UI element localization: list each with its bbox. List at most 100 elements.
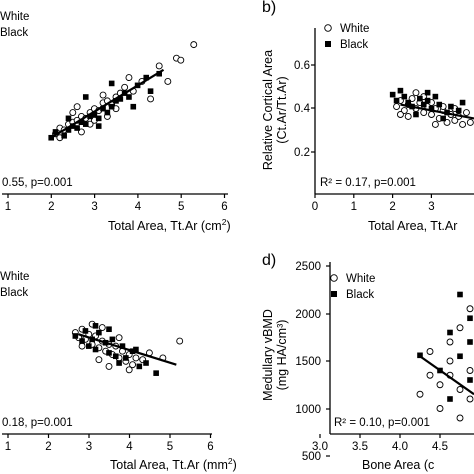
data-point-black xyxy=(405,99,411,106)
data-point-white xyxy=(396,111,404,118)
data-point-black xyxy=(52,129,59,135)
x-axis-title-main: Total Area, Tt.Ar (cm xyxy=(108,219,222,233)
legend-marker-black xyxy=(325,41,331,47)
data-point-black xyxy=(70,123,76,129)
y-axis-title-line: (mg HA/cm³) xyxy=(275,320,289,391)
data-point-black xyxy=(106,350,112,356)
y-axis-title-line: (Ct.Ar/Tt.Ar) xyxy=(275,76,289,143)
x-tick-label: 4 xyxy=(126,441,133,453)
legend-label: White xyxy=(0,271,29,283)
data-point-black xyxy=(112,353,119,360)
data-point-white xyxy=(426,371,434,379)
data-point-black xyxy=(133,346,139,353)
data-point-black xyxy=(147,88,154,94)
data-point-white xyxy=(95,356,103,364)
legend-marker-black xyxy=(331,291,337,297)
data-point-black xyxy=(448,103,454,110)
data-point-black xyxy=(82,328,89,334)
data-point-black xyxy=(424,89,431,96)
data-point-white xyxy=(125,366,133,374)
data-point-black xyxy=(440,115,446,122)
series-white xyxy=(416,305,474,422)
data-point-black xyxy=(92,323,99,329)
data-point-black xyxy=(96,329,102,336)
data-point-white xyxy=(446,338,454,346)
x-tick-label: 1 xyxy=(5,201,11,213)
data-point-black xyxy=(65,127,72,133)
regression-line xyxy=(50,68,165,139)
x-tick-label: 6 xyxy=(207,441,213,453)
x-axis-title: Bone Area (c xyxy=(362,458,434,472)
legend-label: Black xyxy=(340,39,368,51)
x-tick-label: 4.5 xyxy=(432,441,448,453)
data-point-black xyxy=(136,363,143,370)
data-point-black xyxy=(61,133,67,139)
x-tick-label: 2 xyxy=(389,201,395,213)
data-point-white xyxy=(77,128,85,136)
data-point-white xyxy=(456,386,464,393)
y-axis-title-line: Relative Cortical Area xyxy=(261,50,275,170)
data-point-black xyxy=(92,346,99,353)
panel-d: 3.0 3.5 4.0 4.5 500 1000 1500 2000 2500 Bone Area… xyxy=(261,252,474,472)
legend-label: Black xyxy=(0,27,28,39)
data-point-black xyxy=(123,355,129,361)
data-point-white xyxy=(412,89,420,97)
data-point-white xyxy=(456,414,464,422)
data-point-white xyxy=(416,390,424,398)
x-tick-label: 4 xyxy=(135,201,142,213)
x-tick-label: 3 xyxy=(91,201,97,213)
x-tick-label: 3 xyxy=(428,201,434,213)
stats-annotation: R² = 0.10, p=0.001 xyxy=(334,417,430,429)
data-point-white xyxy=(393,103,400,111)
y-tick-label: 0.4 xyxy=(294,103,311,115)
data-point-white xyxy=(69,109,77,116)
data-point-black xyxy=(126,94,132,100)
y-tick-label: 500 xyxy=(302,451,321,463)
data-point-black xyxy=(82,121,89,127)
x-axis-title: Total Area, Tt.Ar xyxy=(368,219,457,233)
x-tick-label: 3.0 xyxy=(312,441,328,453)
regression-line xyxy=(400,103,474,120)
legend-label: White xyxy=(346,273,375,285)
data-point-white xyxy=(115,334,123,342)
data-point-white xyxy=(456,324,464,332)
x-axis-title-main: Total Area, Tt.Ar xyxy=(368,219,457,233)
data-point-white xyxy=(129,361,137,369)
data-point-white xyxy=(125,74,133,82)
panel-b: 0 1 2 3 0.2 0.4 0.6 Total Area, Tt.Ar Relative C… xyxy=(261,0,474,233)
data-point-white xyxy=(426,348,434,355)
data-point-black xyxy=(420,101,427,108)
x-axis-title: Total Area, Tt.Ar (mm2) xyxy=(110,456,237,472)
data-point-black xyxy=(106,326,112,333)
x-tick-label: 4.0 xyxy=(392,441,408,453)
x-tick-label: 0 xyxy=(312,201,318,213)
data-point-white xyxy=(121,83,129,91)
data-point-black xyxy=(78,119,85,126)
x-tick-label: 1 xyxy=(351,201,357,213)
data-point-white xyxy=(73,103,81,111)
data-point-black xyxy=(428,105,435,112)
data-point-black xyxy=(108,103,115,110)
data-point-black xyxy=(413,111,419,118)
x-tick-label: 3 xyxy=(86,441,92,453)
data-point-black xyxy=(455,107,462,114)
legend-label: White xyxy=(340,23,369,35)
data-point-black xyxy=(79,338,85,344)
x-axis-title-end: ) xyxy=(226,219,230,233)
x-tick-label: 3.5 xyxy=(352,441,368,453)
data-point-black xyxy=(467,339,473,345)
legend-label: White xyxy=(0,11,29,23)
data-point-white xyxy=(190,41,198,49)
data-point-white xyxy=(147,95,155,103)
y-tick-label: 2000 xyxy=(295,309,321,321)
data-point-black xyxy=(143,360,149,366)
panel-label: b) xyxy=(262,0,276,16)
data-point-black xyxy=(91,111,98,118)
data-point-black xyxy=(113,98,119,104)
y-tick-label: 2500 xyxy=(295,261,321,273)
x-axis-title-sup: 2 xyxy=(228,456,233,466)
data-point-black xyxy=(87,113,93,120)
stats-annotation: R² = 0.17, p=0.001 xyxy=(320,177,416,189)
x-tick-label: 2 xyxy=(45,441,51,453)
